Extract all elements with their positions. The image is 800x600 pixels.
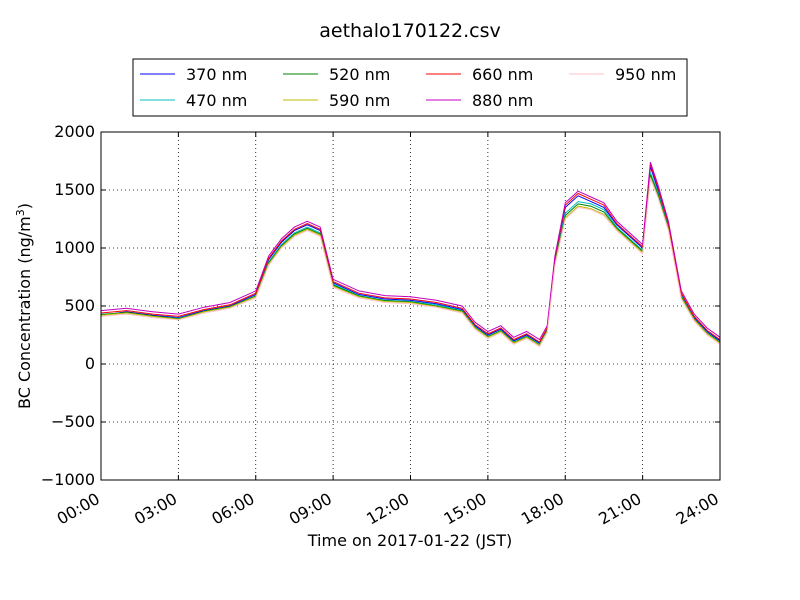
- x-tick-label: 06:00: [208, 489, 257, 529]
- legend-label: 520 nm: [329, 65, 390, 84]
- y-axis-label: BC Concentration (ng/m3): [14, 203, 35, 409]
- plot-background: [101, 132, 720, 480]
- legend-box: [132, 58, 688, 117]
- x-axis-label: Time on 2017-01-22 (JST): [307, 531, 512, 550]
- x-tick-labels: 00:00 03:00 06:00 09:00 12:00 15:00 18:00 21:00…: [54, 489, 722, 529]
- legend-label: 660 nm: [472, 65, 533, 84]
- x-tick-label: 03:00: [131, 489, 180, 529]
- x-tick-label: 21:00: [595, 489, 644, 529]
- series-line: [101, 162, 720, 341]
- x-tick-label: 18:00: [518, 489, 567, 529]
- y-axis-label-main: BC Concentration (ng/m: [15, 216, 34, 409]
- legend-label: 950 nm: [615, 65, 676, 84]
- plot-area: [100, 131, 721, 481]
- y-axis-label-sup: 3: [14, 209, 27, 216]
- y-tick-labels: −1000 −500 0 500 1000 1500 2000: [41, 122, 95, 489]
- legend-items: 370 nm 470 nm 520 nm 590 nm 660 nm 880 nm 950 …: [140, 65, 676, 110]
- x-tick-label: 12:00: [363, 489, 412, 529]
- y-tick-label: −500: [51, 412, 95, 431]
- x-tick-label: 24:00: [673, 489, 722, 529]
- y-tick-label: −1000: [41, 470, 95, 489]
- legend-label: 370 nm: [186, 65, 247, 84]
- y-tick-label: 1000: [54, 238, 95, 257]
- y-tick-label: 1500: [54, 180, 95, 199]
- y-axis-label-close: ): [15, 203, 34, 209]
- x-tick-label: 09:00: [286, 489, 335, 529]
- series-lines: [101, 162, 720, 348]
- ticks: [100, 131, 721, 481]
- chart-title: aethalo170122.csv: [319, 20, 501, 42]
- legend: 370 nm 470 nm 520 nm 590 nm 660 nm 880 nm 950 …: [132, 58, 688, 117]
- x-tick-label: 00:00: [54, 489, 103, 529]
- y-tick-label: 0: [85, 354, 95, 373]
- x-tick-label: 15:00: [440, 489, 489, 529]
- series-line: [101, 178, 720, 348]
- legend-label: 880 nm: [472, 91, 533, 110]
- y-tick-label: 500: [64, 296, 95, 315]
- legend-label: 590 nm: [329, 91, 390, 110]
- legend-label: 470 nm: [186, 91, 247, 110]
- y-tick-label: 2000: [54, 122, 95, 141]
